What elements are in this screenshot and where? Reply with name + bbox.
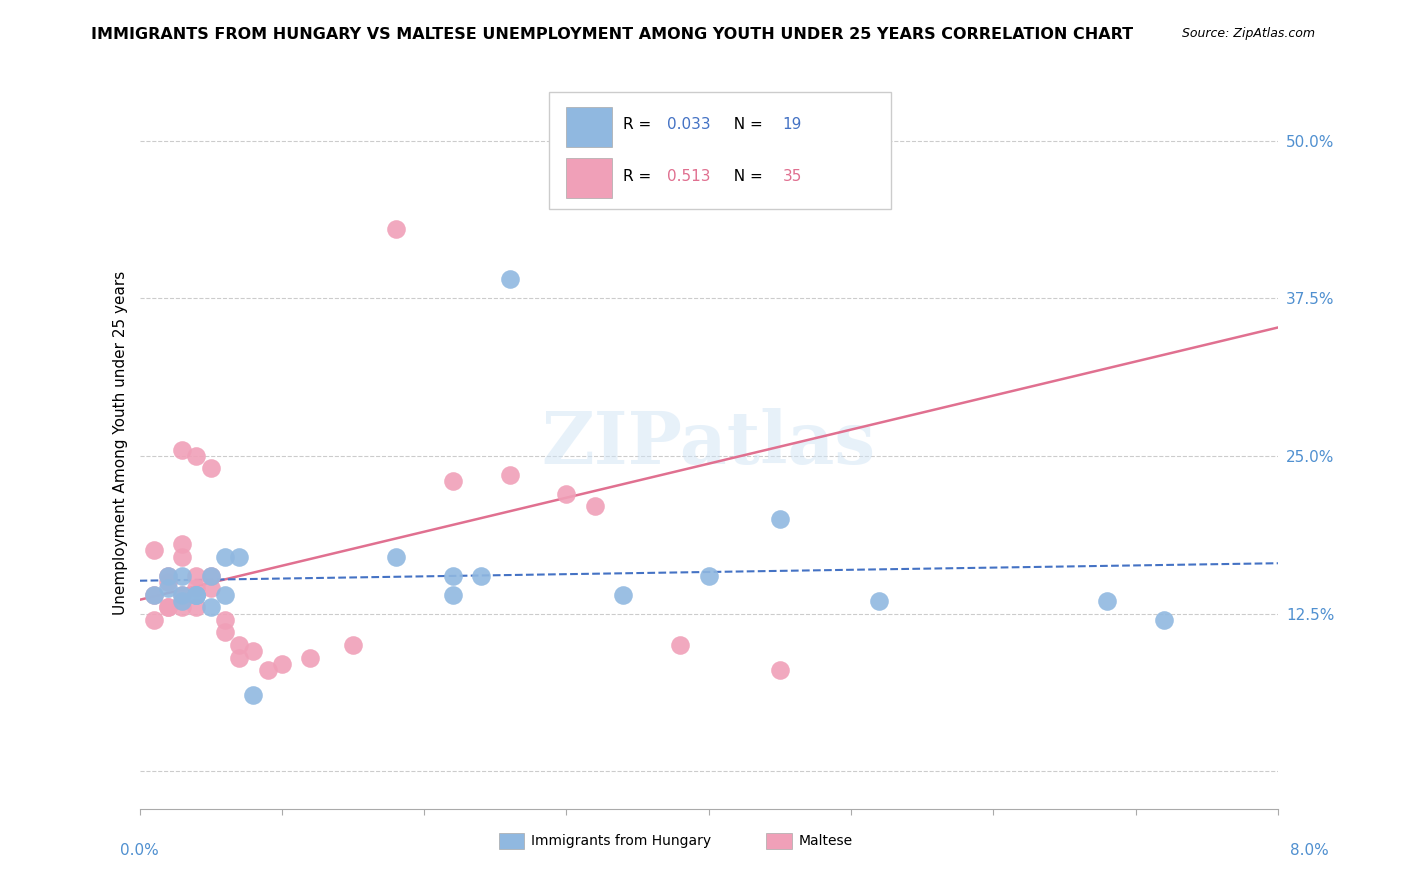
Text: Immigrants from Hungary: Immigrants from Hungary	[531, 834, 711, 848]
Point	[156, 568, 179, 582]
Point	[228, 650, 250, 665]
Point	[156, 600, 179, 615]
Point	[384, 549, 406, 564]
Text: N =: N =	[724, 169, 768, 184]
Point	[869, 594, 891, 608]
Text: 35: 35	[783, 169, 801, 184]
Point	[142, 613, 165, 627]
Point	[172, 568, 194, 582]
Point	[270, 657, 292, 671]
Text: 0.0%: 0.0%	[120, 843, 159, 858]
Point	[214, 588, 236, 602]
Point	[200, 461, 222, 475]
Point	[186, 588, 208, 602]
Point	[583, 500, 606, 514]
Point	[441, 588, 464, 602]
Text: 0.033: 0.033	[666, 118, 710, 133]
Point	[156, 574, 179, 589]
FancyBboxPatch shape	[567, 158, 612, 198]
Point	[200, 568, 222, 582]
Point	[142, 588, 165, 602]
Text: 8.0%: 8.0%	[1289, 843, 1329, 858]
Point	[228, 638, 250, 652]
Text: N =: N =	[724, 118, 768, 133]
Point	[498, 272, 520, 286]
Text: R =: R =	[623, 118, 657, 133]
Point	[142, 588, 165, 602]
Text: ZIPatlas: ZIPatlas	[541, 408, 876, 479]
Point	[186, 449, 208, 463]
Point	[172, 588, 194, 602]
Point	[612, 588, 634, 602]
FancyBboxPatch shape	[567, 107, 612, 147]
Point	[214, 613, 236, 627]
Point	[156, 568, 179, 582]
Point	[242, 644, 264, 658]
Point	[172, 588, 194, 602]
Point	[156, 581, 179, 595]
Point	[172, 549, 194, 564]
Point	[869, 134, 891, 148]
Point	[172, 594, 194, 608]
Point	[186, 568, 208, 582]
Point	[242, 689, 264, 703]
Point	[256, 663, 278, 677]
Text: Source: ZipAtlas.com: Source: ZipAtlas.com	[1181, 27, 1315, 40]
Point	[769, 512, 792, 526]
FancyBboxPatch shape	[550, 92, 891, 209]
Text: R =: R =	[623, 169, 657, 184]
Point	[555, 486, 578, 500]
Point	[172, 600, 194, 615]
Point	[669, 638, 692, 652]
Point	[214, 625, 236, 640]
Point	[697, 568, 720, 582]
Y-axis label: Unemployment Among Youth under 25 years: Unemployment Among Youth under 25 years	[114, 271, 128, 615]
Point	[186, 588, 208, 602]
Point	[1095, 594, 1118, 608]
Point	[200, 568, 222, 582]
Point	[228, 549, 250, 564]
Point	[142, 543, 165, 558]
Point	[172, 537, 194, 551]
Point	[1153, 613, 1175, 627]
Point	[384, 222, 406, 236]
Point	[172, 442, 194, 457]
Point	[498, 467, 520, 482]
Point	[200, 600, 222, 615]
Point	[214, 549, 236, 564]
Point	[186, 588, 208, 602]
Point	[470, 568, 492, 582]
Point	[156, 600, 179, 615]
Text: Maltese: Maltese	[799, 834, 852, 848]
Point	[441, 568, 464, 582]
Text: IMMIGRANTS FROM HUNGARY VS MALTESE UNEMPLOYMENT AMONG YOUTH UNDER 25 YEARS CORRE: IMMIGRANTS FROM HUNGARY VS MALTESE UNEMP…	[91, 27, 1133, 42]
Point	[342, 638, 364, 652]
Point	[186, 581, 208, 595]
Point	[299, 650, 322, 665]
Point	[186, 600, 208, 615]
Text: 0.513: 0.513	[666, 169, 710, 184]
Point	[441, 474, 464, 488]
Point	[200, 581, 222, 595]
Text: 19: 19	[783, 118, 801, 133]
Point	[769, 663, 792, 677]
